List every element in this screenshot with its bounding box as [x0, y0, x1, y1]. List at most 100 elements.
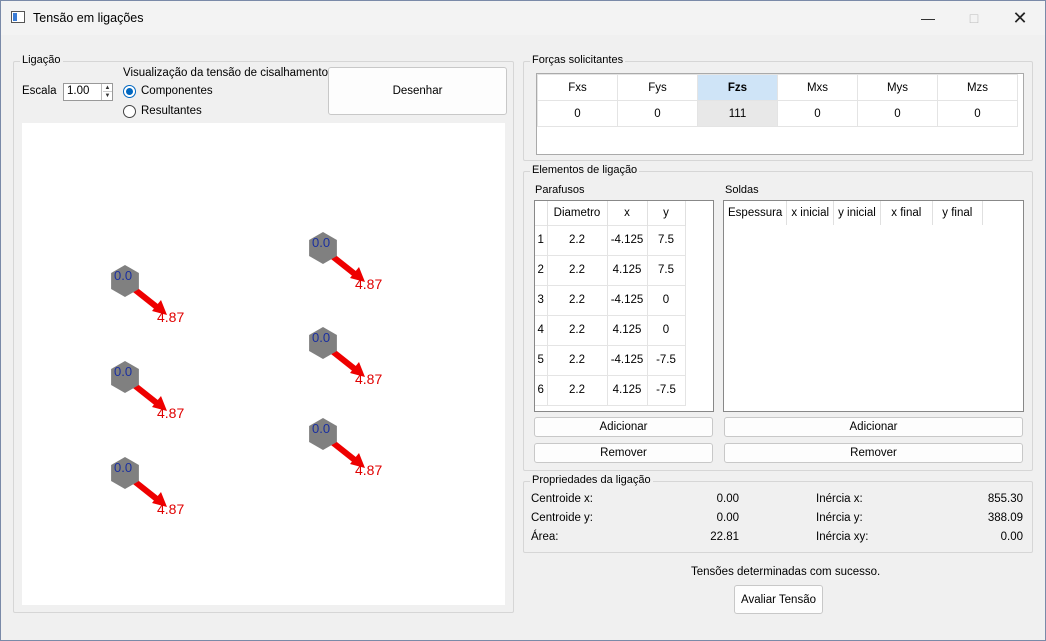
soldas-table-frame[interactable]: Espessura x inicial y inicial x final y …	[723, 200, 1024, 412]
forcas-cell-fys[interactable]: 0	[617, 100, 698, 127]
parafusos-cell-diametro[interactable]: 2.2	[546, 254, 608, 286]
ligacao-group-title: Ligação	[20, 54, 63, 66]
parafusos-cell-y[interactable]: -7.5	[646, 374, 686, 406]
bolt-label: 0.0	[114, 268, 132, 283]
soldas-header-x-final[interactable]: x final	[880, 201, 933, 225]
minimize-button[interactable]: —	[905, 1, 951, 35]
soldas-header-espessura[interactable]: Espessura	[724, 201, 788, 225]
forcas-header-fxs[interactable]: Fxs	[537, 74, 618, 101]
forcas-header-mxs[interactable]: Mxs	[777, 74, 858, 101]
soldas-table[interactable]: Espessura x inicial y inicial x final y …	[724, 201, 983, 225]
spin-down-icon[interactable]: ▼	[104, 93, 111, 99]
parafusos-table[interactable]: Diametro x y 1 2.2 -4.125 7.5 2 2.2 4.125 7.5 3 2…	[535, 201, 686, 406]
parafusos-row-index[interactable]: 2	[535, 254, 548, 286]
forcas-table[interactable]: Fxs Fys Fzs Mxs Mys Mzs 0 0 111 0 0 0	[537, 74, 1018, 127]
bolt-hexagon	[309, 418, 337, 450]
close-button[interactable]: ✕	[997, 1, 1043, 35]
componentes-radio[interactable]	[123, 85, 136, 98]
parafusos-header-y[interactable]: y	[647, 201, 686, 225]
parafusos-row-index[interactable]: 5	[535, 344, 548, 376]
parafusos-cell-x[interactable]: 4.125	[606, 254, 648, 286]
forcas-header-mys[interactable]: Mys	[857, 74, 938, 101]
avaliar-tensao-button[interactable]: Avaliar Tensão	[734, 585, 823, 614]
forcas-header-fys[interactable]: Fys	[617, 74, 698, 101]
forcas-cell-mxs[interactable]: 0	[777, 100, 858, 127]
parafusos-row[interactable]: 2 2.2 4.125 7.5	[535, 254, 686, 286]
parafusos-cell-x[interactable]: -4.125	[606, 344, 648, 376]
bolt-stress-value: 4.87	[355, 371, 382, 387]
escala-spinbox[interactable]: 1.00 ▲ ▼	[63, 83, 113, 101]
parafusos-row[interactable]: 3 2.2 -4.125 0	[535, 284, 686, 316]
forcas-cell-mys[interactable]: 0	[857, 100, 938, 127]
parafusos-row[interactable]: 6 2.2 4.125 -7.5	[535, 374, 686, 406]
parafusos-cell-y[interactable]: 0	[646, 314, 686, 346]
soldas-adicionar-button[interactable]: Adicionar	[724, 417, 1023, 437]
parafusos-cell-diametro[interactable]: 2.2	[546, 284, 608, 316]
parafusos-header-diametro[interactable]: Diametro	[547, 201, 608, 225]
bolt-label: 0.0	[312, 330, 330, 345]
forcas-cell-mzs[interactable]: 0	[937, 100, 1018, 127]
app-window-icon	[11, 11, 25, 23]
forcas-group-title: Forças solicitantes	[530, 54, 626, 66]
parafusos-row-index[interactable]: 3	[535, 284, 548, 316]
bolt-stress-value: 4.87	[157, 405, 184, 421]
bolt-hexagon	[309, 327, 337, 359]
parafusos-row[interactable]: 4 2.2 4.125 0	[535, 314, 686, 346]
resultantes-radio[interactable]	[123, 105, 136, 118]
bolt-hexagon	[111, 361, 139, 393]
parafusos-row-index[interactable]: 1	[535, 224, 548, 256]
parafusos-adicionar-button[interactable]: Adicionar	[534, 417, 713, 437]
parafusos-row[interactable]: 1 2.2 -4.125 7.5	[535, 224, 686, 256]
parafusos-remover-button[interactable]: Remover	[534, 443, 713, 463]
spin-up-icon[interactable]: ▲	[103, 85, 112, 92]
forcas-cell-fxs[interactable]: 0	[537, 100, 618, 127]
propriedades-group: Propriedades da ligação	[523, 474, 1033, 553]
parafusos-cell-y[interactable]: 0	[646, 284, 686, 316]
parafusos-cell-diametro[interactable]: 2.2	[546, 344, 608, 376]
componentes-radio-label[interactable]: Componentes	[141, 85, 213, 97]
parafusos-cell-y[interactable]: 7.5	[646, 224, 686, 256]
forcas-header-mzs[interactable]: Mzs	[937, 74, 1018, 101]
soldas-header-x-inicial[interactable]: x inicial	[786, 201, 835, 225]
stress-arrow-head	[350, 267, 365, 282]
propriedades-group-title: Propriedades da ligação	[530, 474, 653, 486]
parafusos-cell-x[interactable]: 4.125	[606, 374, 648, 406]
stress-arrow-head	[350, 453, 365, 468]
soldas-label: Soldas	[725, 184, 759, 196]
stress-arrow-head	[350, 362, 365, 377]
parafusos-cell-x[interactable]: -4.125	[606, 224, 648, 256]
parafusos-cell-diametro[interactable]: 2.2	[546, 224, 608, 256]
parafusos-header-x[interactable]: x	[607, 201, 648, 225]
bolt-marker: 0.0 4.87	[309, 418, 382, 478]
forcas-header-fzs[interactable]: Fzs	[697, 74, 778, 101]
parafusos-cell-diametro[interactable]: 2.2	[546, 374, 608, 406]
forcas-cell-fzs[interactable]: 111	[697, 100, 778, 127]
resultantes-radio-label[interactable]: Resultantes	[141, 105, 202, 117]
desenhar-button[interactable]: Desenhar	[328, 67, 507, 115]
ligacao-group: Ligação	[13, 54, 514, 613]
parafusos-row[interactable]: 5 2.2 -4.125 -7.5	[535, 344, 686, 376]
centroide-y-value: 0.00	[716, 512, 739, 524]
parafusos-cell-y[interactable]: -7.5	[646, 344, 686, 376]
bolt-marker: 0.0 4.87	[309, 232, 382, 292]
parafusos-cell-x[interactable]: 4.125	[606, 314, 648, 346]
escala-label: Escala	[22, 85, 57, 97]
escala-value: 1.00	[67, 85, 90, 97]
parafusos-cell-x[interactable]: -4.125	[606, 284, 648, 316]
parafusos-cell-y[interactable]: 7.5	[646, 254, 686, 286]
soldas-header-y-final[interactable]: y final	[932, 201, 983, 225]
soldas-header-y-inicial[interactable]: y inicial	[833, 201, 881, 225]
parafusos-table-frame[interactable]: Diametro x y 1 2.2 -4.125 7.5 2 2.2 4.125 7.5 3 2…	[534, 200, 714, 412]
soldas-remover-button[interactable]: Remover	[724, 443, 1023, 463]
elementos-group-title: Elementos de ligação	[530, 164, 640, 176]
parafusos-row-index[interactable]: 4	[535, 314, 548, 346]
escala-spin-arrows[interactable]: ▲ ▼	[101, 84, 112, 100]
parafusos-cell-diametro[interactable]: 2.2	[546, 314, 608, 346]
parafusos-row-index[interactable]: 6	[535, 374, 548, 406]
maximize-button[interactable]: □	[951, 1, 997, 35]
stress-arrow-head	[152, 300, 167, 315]
parafusos-corner	[535, 201, 548, 225]
area-label: Área:	[531, 531, 559, 543]
bolt-marker: 0.0 4.87	[111, 265, 184, 325]
title-bar: Tensão em ligações — □ ✕	[1, 1, 1045, 35]
